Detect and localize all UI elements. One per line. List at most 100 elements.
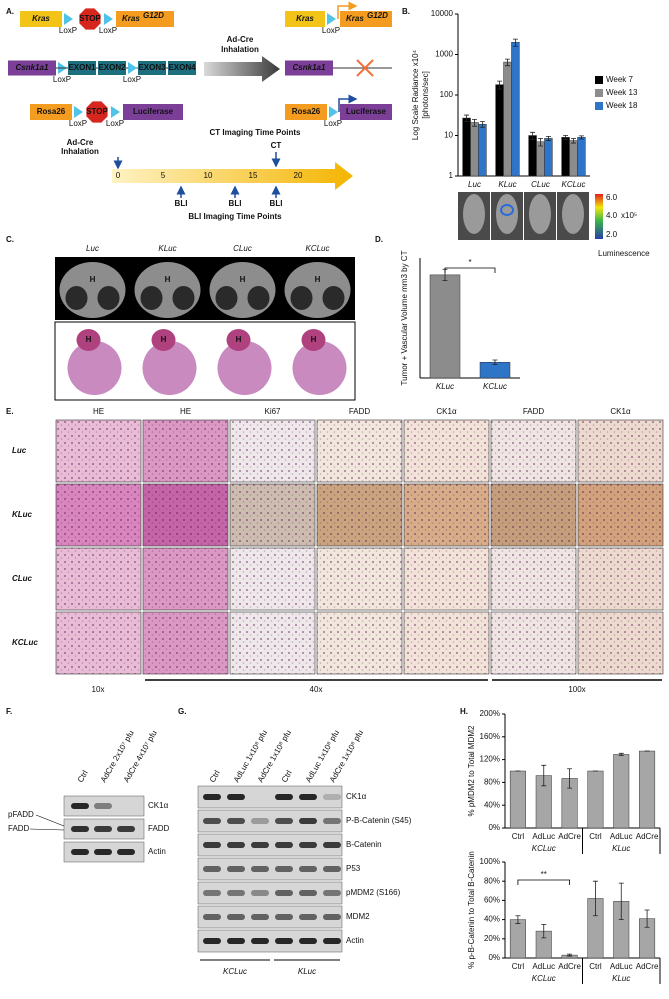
gene-box	[30, 104, 72, 120]
error-bar	[618, 882, 624, 920]
heart-marker: H	[161, 335, 167, 344]
gene-label: Kras	[122, 14, 140, 23]
error-bar	[472, 118, 477, 127]
micrograph-texture	[56, 548, 141, 610]
band-label: MDM2	[346, 912, 370, 921]
bar	[511, 42, 520, 177]
row-label: Luc	[12, 446, 27, 455]
y-tick-label: 10000	[431, 9, 454, 18]
band-label: P-B-Catenin (S45)	[346, 816, 412, 825]
bar	[478, 123, 487, 177]
group-label: KCLuc	[223, 967, 247, 976]
blot-band	[251, 818, 269, 824]
legend-swatch	[595, 76, 603, 84]
loxp-label: LoxP	[69, 119, 87, 128]
blot	[197, 857, 343, 881]
column-label: Luc	[86, 244, 99, 253]
error-bar	[563, 135, 569, 140]
blot	[197, 905, 343, 929]
blot-band	[251, 842, 269, 848]
promoter-arrow	[337, 1, 358, 19]
blot-band	[299, 842, 317, 848]
timeline-title: BLI Imaging Time Points	[188, 212, 282, 221]
blot-band	[275, 794, 293, 800]
significance-bracket	[444, 267, 496, 273]
bli-mouse	[529, 194, 551, 234]
x-tick-label: Luc	[468, 180, 481, 189]
panel-label: E.	[6, 407, 14, 416]
x-tick-label: AdCre	[636, 962, 659, 971]
loxp-site	[327, 13, 336, 25]
stop-label: STOP	[86, 107, 108, 116]
bar	[613, 754, 630, 829]
panel-label: C.	[6, 235, 14, 244]
gene-label: Rosa26	[292, 107, 321, 116]
x-tick-label: Ctrl	[512, 832, 525, 841]
gene-superscript: G12D	[367, 11, 388, 20]
blot-band	[94, 803, 112, 809]
loxp-site	[64, 13, 73, 25]
micrograph-texture	[404, 612, 489, 674]
band-label: pFADD	[8, 810, 34, 819]
blot-band	[203, 890, 221, 896]
loxp-label: LoxP	[53, 75, 71, 84]
y-axis-label: [photons/sec]	[421, 71, 430, 119]
blot	[197, 833, 343, 857]
blot-band	[275, 890, 293, 896]
loxp-label: LoxP	[106, 119, 124, 128]
error-bar	[567, 768, 573, 789]
gene-label: Kras	[346, 14, 364, 23]
timeline-label: Inhalation	[61, 147, 99, 156]
bar	[561, 137, 570, 177]
error-bar	[592, 880, 598, 917]
gene-label: Csnk1a1	[293, 63, 326, 72]
ct-lung	[290, 286, 313, 310]
band-label: CK1α	[148, 801, 169, 810]
panel-label: A.	[6, 7, 14, 16]
error-bar	[505, 58, 510, 67]
y-tick-label: 80%	[484, 876, 500, 885]
micrograph-texture	[230, 484, 315, 546]
y-axis-label: Tumor + Vascular Volume mm3 by CT	[400, 250, 409, 385]
x-tick-label: Ctrl	[512, 962, 525, 971]
y-tick-label: 10	[444, 131, 453, 140]
error-bar	[464, 114, 470, 123]
gene-label: EXON1	[68, 63, 96, 72]
blot-band	[323, 818, 341, 824]
blot-band	[203, 818, 221, 824]
gene-label: EXON2	[98, 63, 126, 72]
group-label: KLuc	[612, 974, 630, 983]
error-bar	[497, 80, 503, 90]
colorbar-unit: x10⁵	[621, 211, 637, 220]
promoter-arrow	[338, 94, 358, 112]
x-tick-label: CLuc	[531, 180, 550, 189]
micrograph-texture	[404, 420, 489, 482]
band-label: CK1α	[346, 792, 367, 801]
group-label: KLuc	[612, 844, 630, 853]
x-tick-label: AdLuc	[532, 962, 555, 971]
y-tick-label: 40%	[484, 915, 500, 924]
band-label: P53	[346, 864, 361, 873]
gene-box	[340, 11, 392, 27]
column-header: CK1α	[436, 407, 457, 416]
stop-sign	[78, 7, 102, 31]
error-bar	[541, 764, 547, 787]
group-label: KCLuc	[532, 844, 556, 853]
timeline-tick: 20	[294, 171, 303, 180]
row-label: KLuc	[12, 510, 33, 519]
gene-box	[285, 104, 327, 120]
loxp-site	[74, 106, 83, 118]
blot	[197, 809, 343, 833]
timeline-tick: 5	[161, 171, 166, 180]
legend-label: Week 7	[606, 75, 634, 84]
column-header: FADD	[349, 407, 371, 416]
gene-box	[138, 61, 166, 75]
timeline-label: BLI	[229, 199, 242, 208]
heart-marker: H	[86, 335, 92, 344]
heart-marker: H	[236, 335, 242, 344]
blot-band	[71, 826, 89, 832]
error-bar	[538, 137, 543, 147]
blot-band	[203, 794, 221, 800]
cre-arrow	[204, 56, 280, 82]
bar	[569, 140, 578, 177]
